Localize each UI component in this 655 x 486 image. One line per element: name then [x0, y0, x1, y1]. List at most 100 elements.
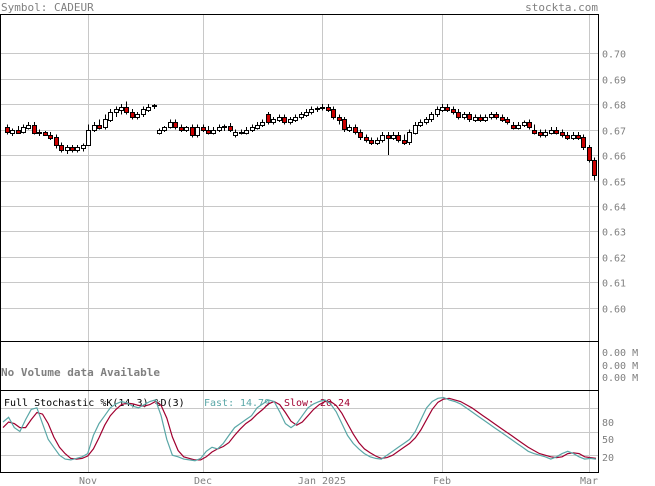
- candle: [271, 116, 276, 125]
- candle: [97, 119, 102, 130]
- candle: [375, 137, 380, 145]
- candle: [407, 129, 412, 145]
- candle: [222, 124, 227, 131]
- candle: [103, 114, 108, 130]
- candle: [260, 119, 265, 128]
- candle: [369, 137, 374, 145]
- stochastic-level-20: 20: [602, 453, 614, 464]
- candle: [320, 104, 325, 111]
- x-axis: Nov Dec Jan 2025 Feb Mar: [79, 476, 598, 486]
- price-tick-label: 0.60: [602, 305, 626, 316]
- candle: [473, 114, 478, 122]
- candle: [418, 119, 423, 128]
- candle: [309, 106, 314, 115]
- candle: [206, 125, 211, 135]
- candle: [347, 124, 352, 133]
- candle: [451, 106, 456, 115]
- candle: [282, 114, 287, 125]
- slow-label: Slow:: [284, 398, 314, 409]
- stochastic-level-80: 80: [602, 418, 614, 429]
- candle: [54, 134, 59, 149]
- candle: [43, 130, 48, 136]
- candle: [549, 127, 554, 135]
- candle: [201, 124, 206, 133]
- candle: [168, 119, 173, 129]
- candle: [173, 119, 178, 130]
- candle: [277, 114, 282, 122]
- price-tick-label: 0.65: [602, 178, 626, 189]
- candle: [435, 106, 440, 117]
- candle: [108, 109, 113, 122]
- candle: [81, 143, 86, 152]
- slow-value: 20.24: [320, 398, 350, 409]
- candle: [565, 132, 570, 140]
- candle: [337, 114, 342, 125]
- candle: [59, 142, 64, 153]
- candle: [505, 116, 510, 125]
- candle: [456, 109, 461, 120]
- candle: [250, 124, 255, 133]
- volume-message: No Volume data Available: [1, 366, 160, 379]
- fast-k-line: [2, 396, 597, 462]
- candle: [440, 104, 445, 112]
- fast-label: Fast:: [204, 398, 234, 409]
- candle: [571, 132, 576, 140]
- slow-d-line: [2, 397, 597, 461]
- site-name: stockta.com: [525, 1, 598, 14]
- candle: [592, 157, 597, 181]
- candle: [413, 121, 418, 135]
- candle: [483, 114, 488, 122]
- candle: [16, 125, 21, 134]
- candle: [37, 129, 42, 136]
- candle: [522, 120, 527, 128]
- symbol-label: Symbol: CADEUR: [1, 1, 94, 14]
- candle: [576, 132, 581, 140]
- candle: [467, 111, 472, 122]
- candle: [304, 109, 309, 117]
- candle: [391, 132, 396, 140]
- candle: [560, 129, 565, 138]
- candle: [32, 121, 37, 135]
- stochastic-level-50: 50: [602, 435, 614, 446]
- candle: [152, 104, 157, 110]
- candlesticks: [5, 101, 597, 181]
- candle: [179, 124, 184, 133]
- candle: [114, 106, 119, 117]
- volume-axis-label-2: 0.00 M: [602, 361, 638, 372]
- candle: [478, 114, 483, 122]
- candle: [26, 121, 31, 130]
- candle: [190, 124, 195, 138]
- candle: [92, 121, 97, 133]
- candle: [239, 129, 244, 135]
- x-tick-label: Dec: [194, 476, 212, 486]
- candle: [489, 111, 494, 120]
- volume-axis-label-1: 0.00 M: [602, 348, 638, 359]
- candle: [511, 121, 516, 130]
- price-tick-label: 0.66: [602, 152, 626, 163]
- price-tick-label: 0.69: [602, 76, 626, 87]
- candle: [157, 128, 162, 135]
- price-frame: [0, 14, 599, 342]
- fast-value: 14.79: [240, 398, 270, 409]
- x-tick-label: Mar: [580, 476, 598, 486]
- price-tick-label: 0.67: [602, 127, 626, 138]
- candle: [396, 132, 401, 143]
- candle: [587, 144, 592, 163]
- candle: [195, 124, 200, 138]
- candle: [65, 144, 70, 154]
- price-tick-label: 0.70: [602, 50, 626, 61]
- candle: [445, 104, 450, 112]
- candle: [543, 129, 548, 138]
- candle: [293, 114, 298, 122]
- candle: [315, 106, 320, 112]
- candle: [402, 134, 407, 145]
- candle: [424, 116, 429, 125]
- price-tick-label: 0.64: [602, 203, 626, 214]
- candle: [86, 124, 91, 147]
- candle: [119, 104, 124, 115]
- candle: [75, 144, 80, 153]
- volume-gridlines: [88, 342, 590, 390]
- candle: [255, 121, 260, 130]
- candle: [5, 124, 10, 135]
